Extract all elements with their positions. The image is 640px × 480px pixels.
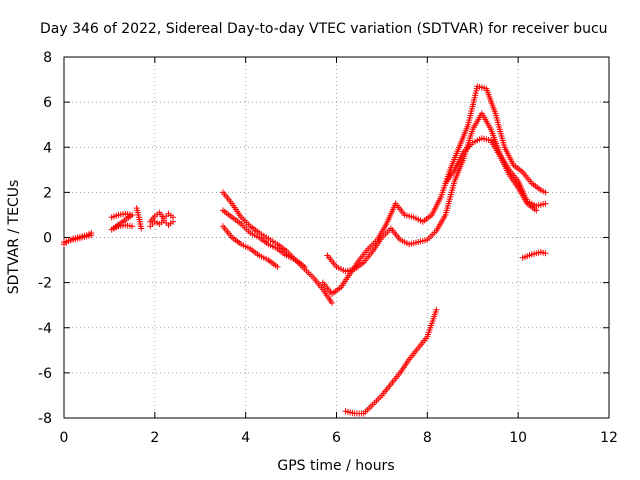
arc-f-point (328, 299, 335, 306)
arc-j-point (542, 200, 549, 207)
y-tick-label: -2 (38, 276, 52, 292)
y-tick-label: 2 (43, 185, 52, 201)
x-tick-label: 2 (150, 430, 159, 446)
chart-title: Day 346 of 2022, Sidereal Day-to-day VTE… (40, 21, 608, 37)
y-tick-label: -8 (38, 411, 52, 427)
arc-e-point (170, 218, 176, 225)
arc-d-point (138, 225, 145, 232)
y-axis-label: SDTVAR / TECUs (6, 180, 22, 295)
arc-h-point (274, 263, 281, 270)
y-tick-label: 4 (43, 140, 52, 156)
arc-c-point (129, 223, 136, 230)
arc-l-point (542, 250, 549, 257)
arc-m-point (433, 306, 440, 313)
arc-i-point (542, 189, 549, 196)
x-tick-label: 4 (241, 430, 250, 446)
y-tick-label: 6 (43, 95, 52, 111)
x-tick-label: 12 (600, 430, 618, 446)
grid-lines (64, 57, 609, 418)
data-points (61, 83, 549, 417)
y-tick-label: -6 (38, 366, 52, 382)
axis-ticks: 0 2 4 6 8 10 12 -8 -6 -4 -2 0 2 4 6 8 (38, 50, 618, 446)
y-tick-label: 0 (43, 231, 52, 247)
y-tick-label: 8 (43, 50, 52, 66)
x-axis-label: GPS time / hours (277, 458, 394, 474)
x-tick-label: 8 (423, 430, 432, 446)
arc-g-point (301, 263, 308, 270)
x-tick-label: 0 (60, 430, 69, 446)
x-tick-label: 10 (509, 430, 527, 446)
arc-b-point (88, 232, 95, 239)
x-tick-label: 6 (332, 430, 341, 446)
y-tick-label: -4 (38, 321, 52, 337)
arc-k-point (533, 207, 540, 214)
